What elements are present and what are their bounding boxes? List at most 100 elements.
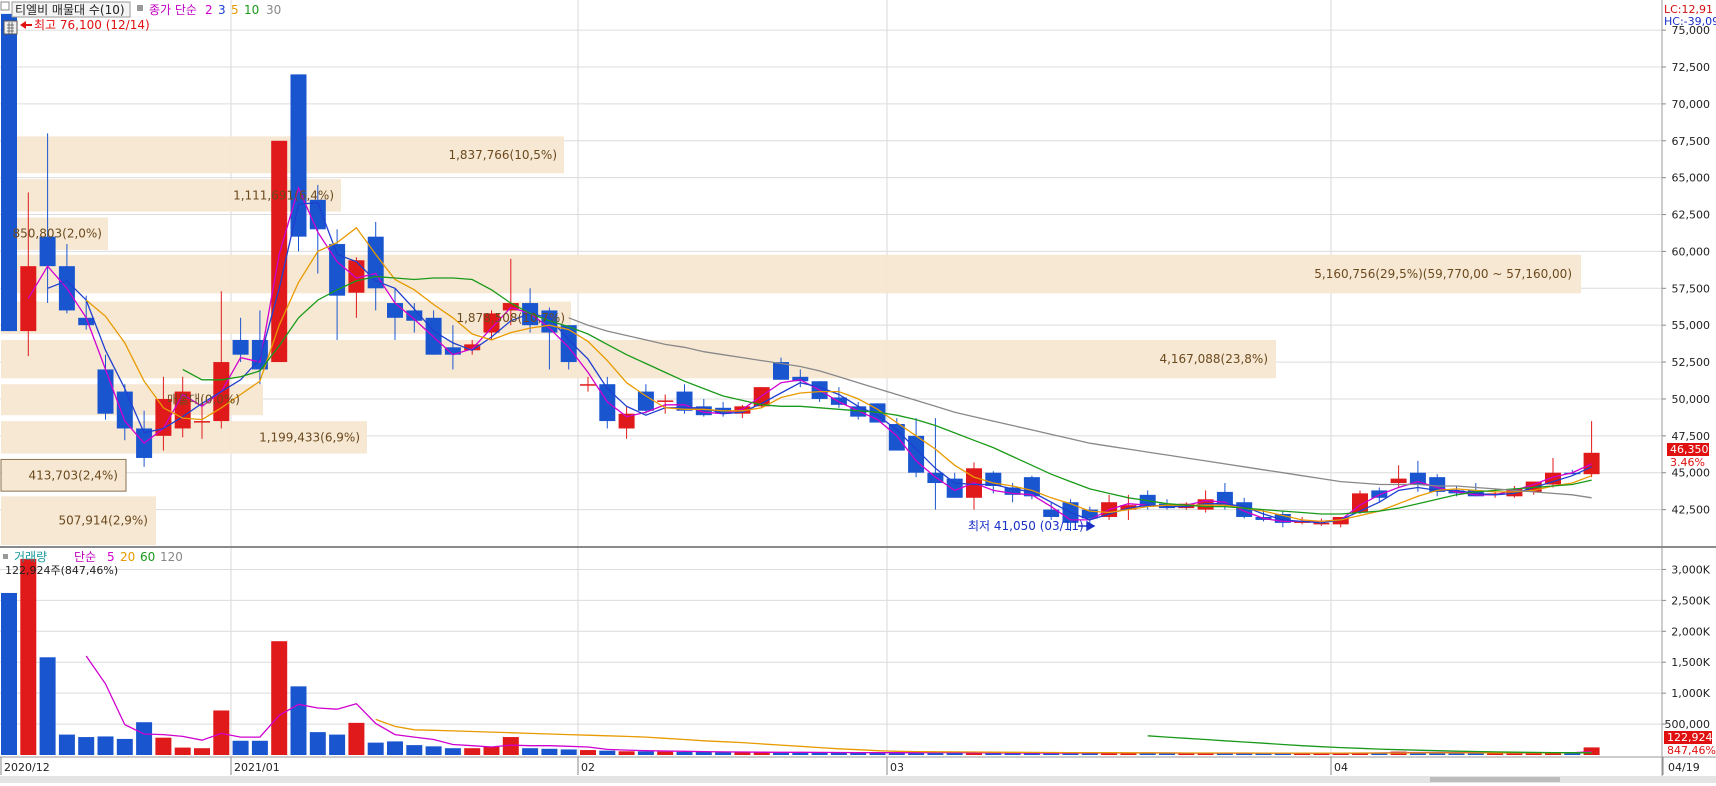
volume-bar[interactable] <box>734 752 751 755</box>
candle[interactable] <box>251 310 268 385</box>
price-ma-period-2[interactable]: 2 <box>205 3 213 17</box>
volume-bar[interactable] <box>1352 752 1368 755</box>
volume-bar[interactable] <box>1487 753 1504 755</box>
volume-bar[interactable] <box>1506 753 1523 755</box>
volume-ma-period-120[interactable]: 120 <box>160 550 183 564</box>
candle[interactable] <box>1409 460 1426 492</box>
candle[interactable] <box>444 325 461 370</box>
volume-bar[interactable] <box>695 751 712 755</box>
candle[interactable] <box>116 384 133 441</box>
candle[interactable] <box>483 310 500 340</box>
legend-box-icon[interactable] <box>0 1 10 11</box>
volume-ma-period-20[interactable]: 20 <box>120 550 135 564</box>
volume-bar[interactable] <box>309 732 326 755</box>
volume-legend[interactable]: 거래량 단순 <box>3 550 96 564</box>
volume-bar[interactable] <box>637 751 654 755</box>
candle[interactable] <box>1043 502 1060 520</box>
volume-bar[interactable] <box>1004 753 1021 755</box>
volume-bar[interactable] <box>1236 753 1253 755</box>
volume-bar[interactable] <box>116 738 133 755</box>
volume-bar[interactable] <box>985 753 1002 755</box>
volume-bar[interactable] <box>348 722 365 755</box>
candle[interactable] <box>348 257 365 318</box>
candle[interactable] <box>1023 475 1040 500</box>
scrollbar-track[interactable] <box>0 776 1716 783</box>
volume-bar[interactable] <box>1120 753 1137 755</box>
volume-ma-legend[interactable]: 5 20 60 120 <box>107 550 183 564</box>
volume-bar[interactable] <box>869 752 886 755</box>
candle[interactable] <box>1197 490 1214 513</box>
price-ma-period-3[interactable]: 3 <box>218 3 226 17</box>
candle[interactable] <box>1313 518 1330 526</box>
candle[interactable] <box>464 339 481 355</box>
volume-bar[interactable] <box>657 751 674 755</box>
volume-bar[interactable] <box>406 745 423 755</box>
volume-bar[interactable] <box>1274 753 1291 755</box>
candle[interactable] <box>657 394 674 414</box>
legend-title-box[interactable] <box>11 1 131 18</box>
volume-bar[interactable] <box>39 657 56 755</box>
volume-bar[interactable] <box>1101 753 1118 755</box>
volume-bar[interactable] <box>1332 753 1349 755</box>
volume-bar[interactable] <box>522 748 539 755</box>
volume-bar[interactable] <box>483 746 500 755</box>
volume-bar[interactable] <box>387 741 403 755</box>
volume-bar[interactable] <box>271 641 288 755</box>
candle[interactable] <box>290 74 307 252</box>
volume-bar[interactable] <box>464 748 481 755</box>
candle[interactable] <box>637 384 654 414</box>
volume-bar[interactable] <box>1216 753 1233 755</box>
volume-bar[interactable] <box>1197 753 1214 755</box>
candle[interactable] <box>271 140 288 363</box>
volume-bar[interactable] <box>753 752 770 755</box>
volume-bar[interactable] <box>136 722 153 755</box>
volume-bar[interactable] <box>908 752 925 755</box>
volume-bar[interactable] <box>946 752 963 755</box>
candle[interactable] <box>773 357 789 380</box>
candle[interactable] <box>406 303 423 333</box>
volume-bar[interactable] <box>444 748 461 755</box>
volume-bar[interactable] <box>792 752 809 755</box>
volume-bar[interactable] <box>1429 752 1446 755</box>
candle[interactable] <box>1120 494 1137 520</box>
volume-bar[interactable] <box>20 558 37 755</box>
volume-bar[interactable] <box>502 737 519 755</box>
candle[interactable] <box>888 418 905 451</box>
volume-bar[interactable] <box>213 710 230 755</box>
candle[interactable] <box>232 317 249 363</box>
candle[interactable] <box>1564 469 1581 475</box>
volume-bar[interactable] <box>1294 753 1311 755</box>
volume-bar[interactable] <box>580 750 596 755</box>
volume-bar[interactable] <box>715 752 732 755</box>
volume-bar[interactable] <box>232 740 249 755</box>
candle[interactable] <box>329 229 346 340</box>
candle[interactable] <box>580 376 596 392</box>
volume-bar[interactable] <box>155 737 172 755</box>
volume-bar[interactable] <box>888 752 905 755</box>
volume-bar[interactable] <box>329 734 346 755</box>
volume-bar[interactable] <box>927 752 944 755</box>
volume-bar[interactable] <box>1525 752 1542 755</box>
volume-ma-period-5[interactable]: 5 <box>107 550 115 564</box>
volume-bar[interactable] <box>1409 752 1426 755</box>
candle[interactable] <box>985 471 1002 494</box>
volume-bar[interactable] <box>1 592 17 755</box>
volume-bar[interactable] <box>560 749 577 755</box>
volume-bar[interactable] <box>1583 747 1600 755</box>
price-ma-legend[interactable]: 종가 단순 2 3 5 10 30 <box>137 3 281 17</box>
candle[interactable] <box>1274 511 1291 528</box>
candle[interactable] <box>502 258 519 326</box>
candle[interactable] <box>618 406 635 439</box>
candle[interactable] <box>1545 457 1561 488</box>
volume-bar[interactable] <box>1159 753 1175 755</box>
volume-bar[interactable] <box>1545 752 1561 755</box>
price-legend-title[interactable]: 티엘비 매물대 수(10) <box>15 3 125 17</box>
volume-bar[interactable] <box>811 752 828 755</box>
volume-bar[interactable] <box>1178 753 1195 755</box>
volume-bar[interactable] <box>1043 753 1060 755</box>
volume-bar[interactable] <box>850 752 867 755</box>
volume-bar[interactable] <box>1255 753 1272 755</box>
candle[interactable] <box>1081 506 1098 525</box>
volume-ma-legend-label[interactable]: 단순 <box>74 550 96 564</box>
volume-bar[interactable] <box>618 751 635 755</box>
